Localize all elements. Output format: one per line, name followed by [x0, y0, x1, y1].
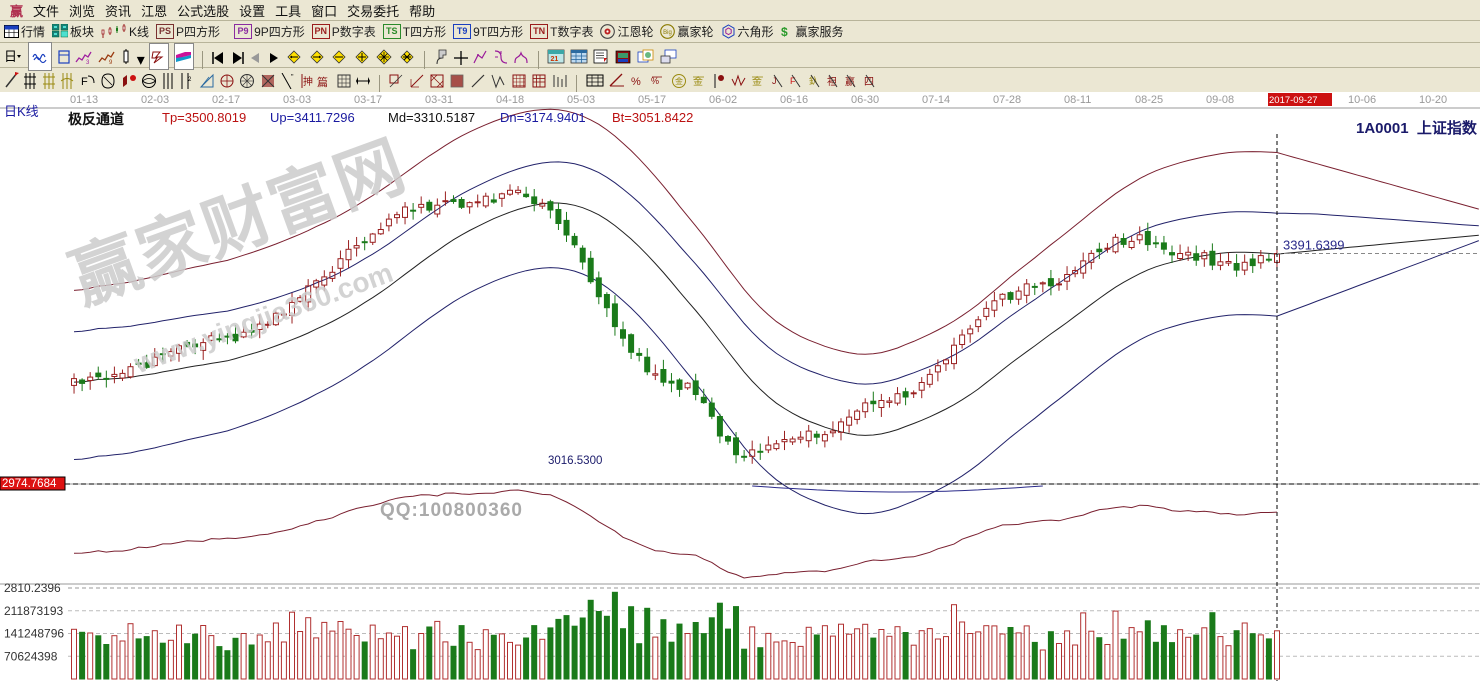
svg-text:3: 3	[86, 60, 90, 65]
svg-text:": "	[291, 74, 294, 81]
svg-text:篇: 篇	[317, 75, 328, 89]
svg-text:袒: 袒	[827, 75, 837, 88]
svg-text:F: F	[790, 76, 796, 86]
svg-text:F: F	[81, 76, 88, 88]
svg-text:2017-09-27: 2017-09-27	[1269, 95, 1318, 106]
svg-text:03-31: 03-31	[425, 94, 453, 106]
svg-text:07-28: 07-28	[993, 94, 1021, 106]
svg-text:08-11: 08-11	[1064, 94, 1091, 106]
svg-text:05-17: 05-17	[638, 94, 666, 106]
svg-text:%: %	[651, 76, 659, 86]
svg-text:10-06: 10-06	[1348, 94, 1376, 106]
svg-text:06-30: 06-30	[851, 94, 879, 106]
svg-text:08-25: 08-25	[1135, 94, 1163, 106]
svg-text:Big: Big	[664, 30, 673, 36]
svg-text:$: $	[781, 25, 788, 38]
svg-text:211873193: 211873193	[4, 604, 64, 618]
svg-text:%: %	[631, 76, 641, 88]
svg-text:07-14: 07-14	[922, 94, 950, 106]
svg-text:抻: 抻	[303, 75, 313, 88]
svg-text:10-20: 10-20	[1419, 94, 1447, 106]
svg-text:21: 21	[551, 56, 559, 63]
svg-text:赢: 赢	[845, 75, 855, 88]
svg-text:06-16: 06-16	[780, 94, 808, 106]
svg-text:70624398: 70624398	[4, 649, 58, 663]
svg-text:9: 9	[109, 60, 113, 65]
svg-text:2810.2396: 2810.2396	[4, 581, 61, 595]
svg-text:141248796: 141248796	[4, 627, 64, 641]
svg-text:日: 日	[4, 49, 17, 64]
svg-text:06-02: 06-02	[709, 94, 737, 106]
svg-text:05-03: 05-03	[567, 94, 595, 106]
svg-text:02-03: 02-03	[141, 94, 169, 106]
svg-text:04-18: 04-18	[496, 94, 524, 106]
svg-text:3391.6399: 3391.6399	[1283, 238, 1344, 253]
svg-text:02-17: 02-17	[212, 94, 240, 106]
svg-text:03-17: 03-17	[354, 94, 382, 106]
svg-text:01-13: 01-13	[70, 94, 98, 106]
svg-text:03-03: 03-03	[283, 94, 311, 106]
svg-text:09-08: 09-08	[1206, 94, 1234, 106]
svg-text:金: 金	[675, 76, 683, 86]
svg-text:2: 2	[188, 77, 192, 83]
svg-text:3016.5300: 3016.5300	[548, 455, 602, 467]
svg-text:2974.7684: 2974.7684	[2, 478, 57, 490]
